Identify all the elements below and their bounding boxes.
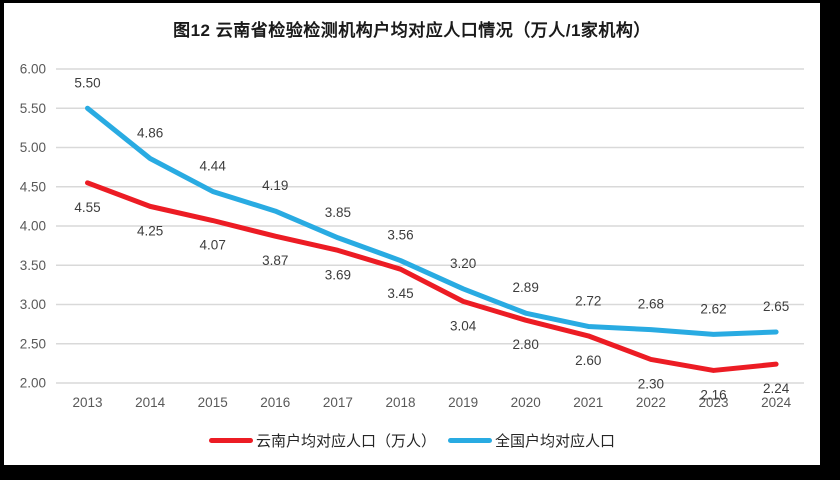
yunnan-series-swatch — [208, 438, 253, 443]
series-line — [85, 105, 779, 337]
chart-title: 图12 云南省检验检测机构户均对应人口情况（万人/1家机构） — [173, 21, 651, 40]
data-point-label: 4.07 — [200, 238, 226, 253]
chart-legend: 云南户均对应人口（万人） 全国户均对应人口 — [4, 430, 820, 451]
y-axis-tick-label: 2.00 — [20, 376, 46, 391]
data-point-label: 4.55 — [74, 200, 100, 215]
data-point-label: 2.89 — [513, 280, 539, 295]
x-axis-tick-label: 2015 — [198, 395, 228, 410]
x-axis-tick-label: 2019 — [448, 395, 478, 410]
y-axis-tick-label: 2.50 — [20, 336, 46, 351]
data-point-label: 4.86 — [137, 125, 163, 140]
chart-canvas: 图12 云南省检验检测机构户均对应人口情况（万人/1家机构） 6.00 5.50 5… — [4, 3, 820, 465]
x-axis-tick-label: 2018 — [385, 395, 415, 410]
data-point-label: 4.44 — [200, 158, 227, 173]
series-line — [85, 180, 779, 373]
y-axis-tick-label: 5.00 — [20, 140, 46, 155]
data-point-label: 2.30 — [638, 376, 664, 391]
data-point-label: 2.62 — [700, 301, 726, 316]
y-axis-tick-label: 3.00 — [20, 297, 46, 312]
data-point-label: 2.65 — [763, 299, 789, 314]
data-point-label: 3.85 — [325, 205, 351, 220]
x-axis-tick-label: 2021 — [573, 395, 603, 410]
y-axis-tick-label: 4.50 — [20, 179, 46, 194]
y-axis-tick-label: 5.50 — [20, 101, 46, 116]
legend-label-national: 全国户均对应人口 — [495, 433, 616, 450]
x-axis-tick-label: 2014 — [135, 395, 166, 410]
x-axis-tick-label: 2013 — [72, 395, 102, 410]
national-series-swatch — [448, 438, 492, 443]
legend-item-yunnan: 云南户均对应人口（万人） — [208, 430, 436, 451]
legend-label-yunnan: 云南户均对应人口（万人） — [255, 433, 436, 450]
data-point-label: 5.50 — [74, 75, 100, 90]
x-axis-tick-label: 2020 — [511, 395, 541, 410]
data-point-label: 4.19 — [262, 178, 288, 193]
data-point-label: 2.24 — [763, 381, 790, 396]
data-point-label: 3.45 — [387, 286, 413, 301]
line-chart-plot-area: 6.00 5.50 5.00 4.50 4.00 3.50 3.00 2.50 2.00 2013… — [20, 62, 804, 410]
x-axis-tick-label: 2024 — [761, 395, 792, 410]
x-axis-tick-label: 2023 — [698, 395, 728, 410]
data-point-label: 2.60 — [575, 353, 601, 368]
x-axis-tick-label: 2016 — [260, 395, 290, 410]
data-point-label: 3.87 — [262, 253, 288, 268]
data-point-label: 2.72 — [575, 293, 601, 308]
data-point-label: 3.56 — [387, 228, 413, 243]
data-point-label: 2.16 — [700, 387, 726, 402]
data-point-label: 3.20 — [450, 256, 476, 271]
legend-item-national: 全国户均对应人口 — [448, 430, 615, 451]
data-point-label: 3.04 — [450, 318, 477, 333]
data-point-label: 3.69 — [325, 267, 351, 282]
y-axis-tick-label: 4.00 — [20, 219, 46, 234]
y-axis-tick-label: 3.50 — [20, 258, 46, 273]
x-axis-tick-label: 2022 — [636, 395, 666, 410]
data-point-label: 2.68 — [638, 297, 664, 312]
data-point-label: 2.80 — [513, 337, 539, 352]
x-axis-tick-label: 2017 — [323, 395, 353, 410]
y-axis-tick-label: 6.00 — [20, 62, 46, 77]
data-point-label: 4.25 — [137, 223, 163, 238]
